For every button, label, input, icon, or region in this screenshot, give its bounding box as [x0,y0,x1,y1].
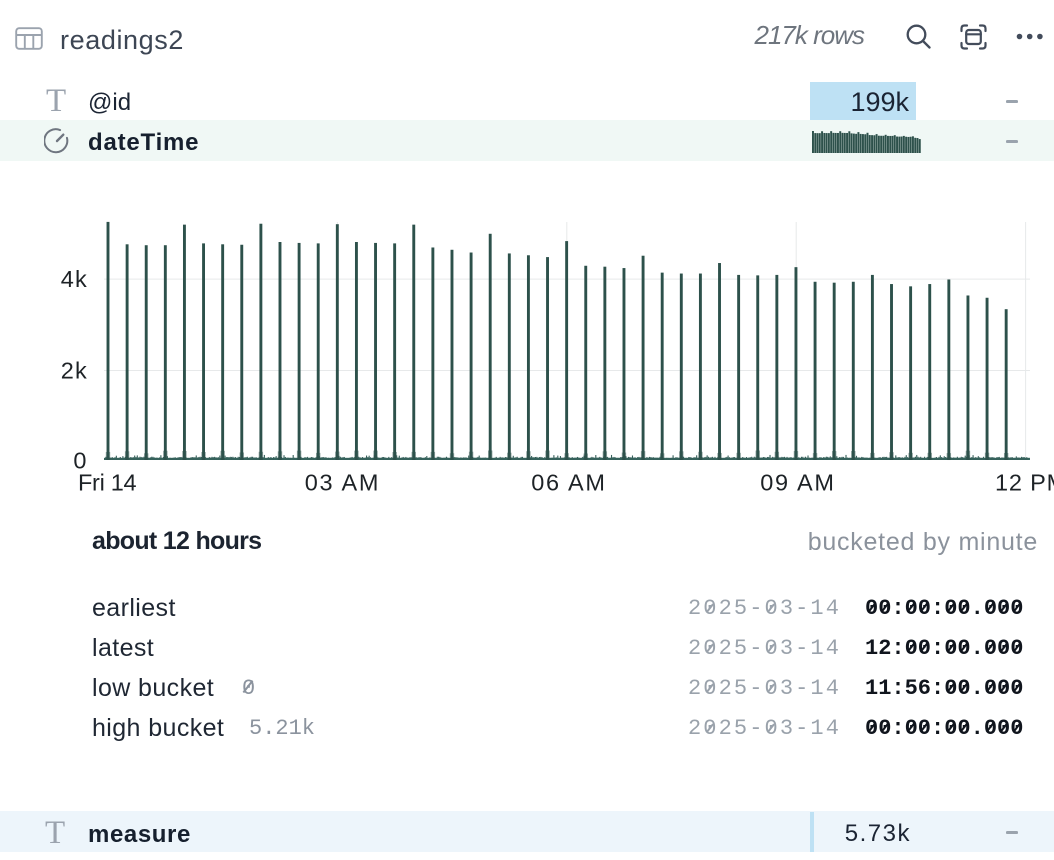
svg-text:2k: 2k [61,358,88,384]
svg-text:4k: 4k [61,266,88,292]
svg-text:06 AM: 06 AM [531,470,607,496]
svg-text:09 AM: 09 AM [760,470,836,496]
svg-text:03 AM: 03 AM [305,470,381,496]
svg-text:12 PM: 12 PM [995,470,1054,496]
svg-text:0: 0 [73,447,86,473]
svg-text:Fri 14: Fri 14 [78,470,137,496]
